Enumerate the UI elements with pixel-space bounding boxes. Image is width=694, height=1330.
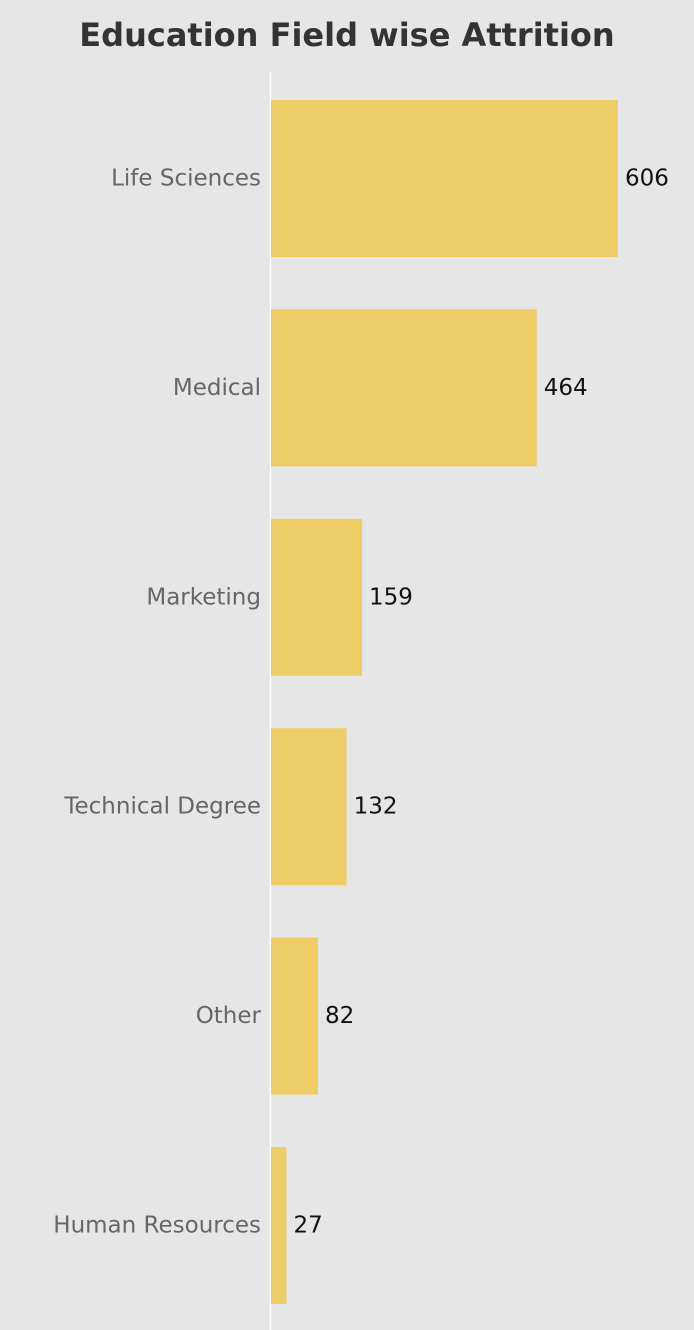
category-label: Marketing xyxy=(146,584,261,610)
value-label: 159 xyxy=(369,584,413,610)
value-label: 132 xyxy=(354,794,398,820)
bar-marketing[interactable] xyxy=(271,518,363,676)
value-label: 464 xyxy=(544,375,588,401)
bar-human-resources[interactable] xyxy=(271,1147,287,1304)
category-label: Medical xyxy=(173,375,261,401)
bar-group: Other 82 xyxy=(196,937,354,1095)
bar-group: Life Sciences 606 xyxy=(111,100,669,257)
category-label: Other xyxy=(196,1003,262,1029)
bars-layer: Life Sciences 606 Medical 464 Marketing 159 Te… xyxy=(53,100,669,1304)
bar-group: Marketing 159 xyxy=(146,518,413,676)
bar-other[interactable] xyxy=(271,937,318,1095)
value-label: 82 xyxy=(325,1003,354,1029)
bar-medical[interactable] xyxy=(271,309,537,467)
category-label: Life Sciences xyxy=(111,166,261,192)
value-label: 27 xyxy=(293,1213,322,1239)
bar-technical-degree[interactable] xyxy=(271,728,347,886)
bar-group: Medical 464 xyxy=(173,309,588,467)
bar-life-sciences[interactable] xyxy=(271,100,618,257)
category-label: Human Resources xyxy=(53,1213,261,1239)
category-label: Technical Degree xyxy=(63,794,261,820)
bar-group: Technical Degree 132 xyxy=(63,728,398,886)
chart-title: Education Field wise Attrition xyxy=(79,16,615,54)
value-label: 606 xyxy=(625,166,669,192)
bar-group: Human Resources 27 xyxy=(53,1147,323,1304)
